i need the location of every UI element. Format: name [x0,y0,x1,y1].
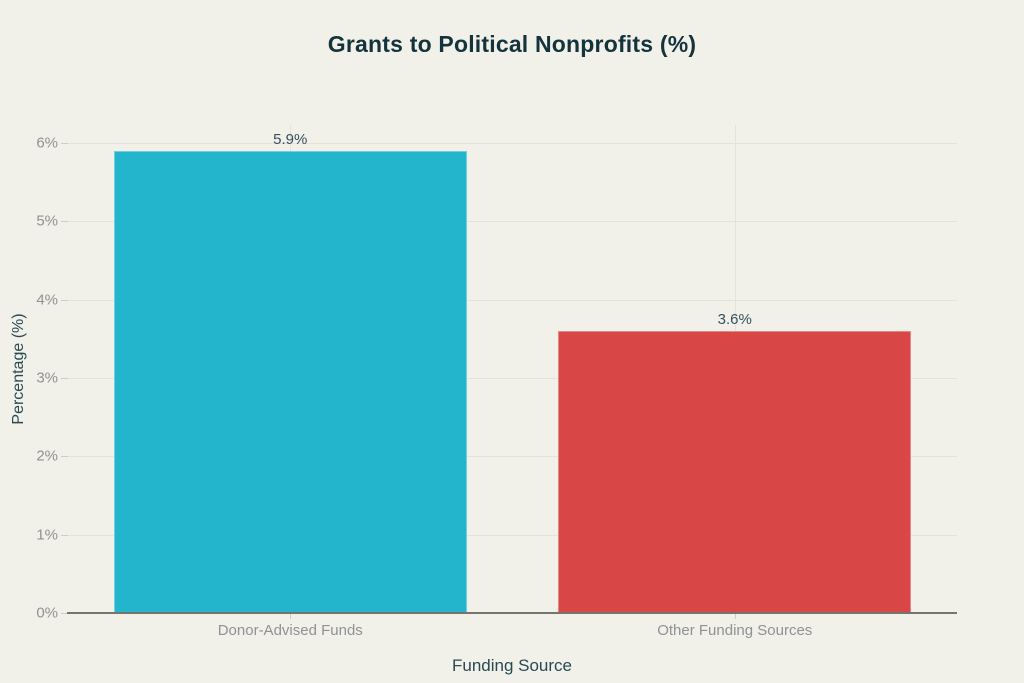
h-gridline [68,221,957,223]
y-tick [61,613,68,614]
bar-value-label: 5.9% [273,130,308,148]
y-tick-label: 3% [36,369,58,387]
h-gridline [68,456,957,458]
y-tick [61,534,68,536]
x-tick [734,614,736,619]
x-axis-title: Funding Source [451,656,573,675]
y-tick [61,299,68,301]
y-tick [61,221,68,223]
y-axis-title: Percentage (%) [10,313,27,425]
y-tick-label: 2% [36,447,58,465]
y-tick [61,378,68,379]
x-axis-line [67,612,957,614]
y-tick-label: 4% [36,291,58,309]
bar-value-label: 3.6% [717,311,752,328]
chart-title: Grants to Political Nonprofits (%) [327,31,697,57]
bar [113,150,467,613]
y-tick [61,456,68,458]
y-tick [61,143,68,145]
h-gridline [68,378,957,379]
y-tick-label: 5% [36,212,58,230]
category-label: Other Funding Sources [657,622,813,639]
h-gridline [68,299,957,301]
y-tick-label: 0% [36,604,58,622]
bar [558,331,912,613]
x-tick [290,614,292,619]
y-tick-label: 6% [36,134,58,152]
h-gridline [68,143,957,145]
category-label: Donor-Advised Funds [217,622,363,639]
h-gridline [68,534,957,536]
y-tick-label: 1% [36,526,58,544]
